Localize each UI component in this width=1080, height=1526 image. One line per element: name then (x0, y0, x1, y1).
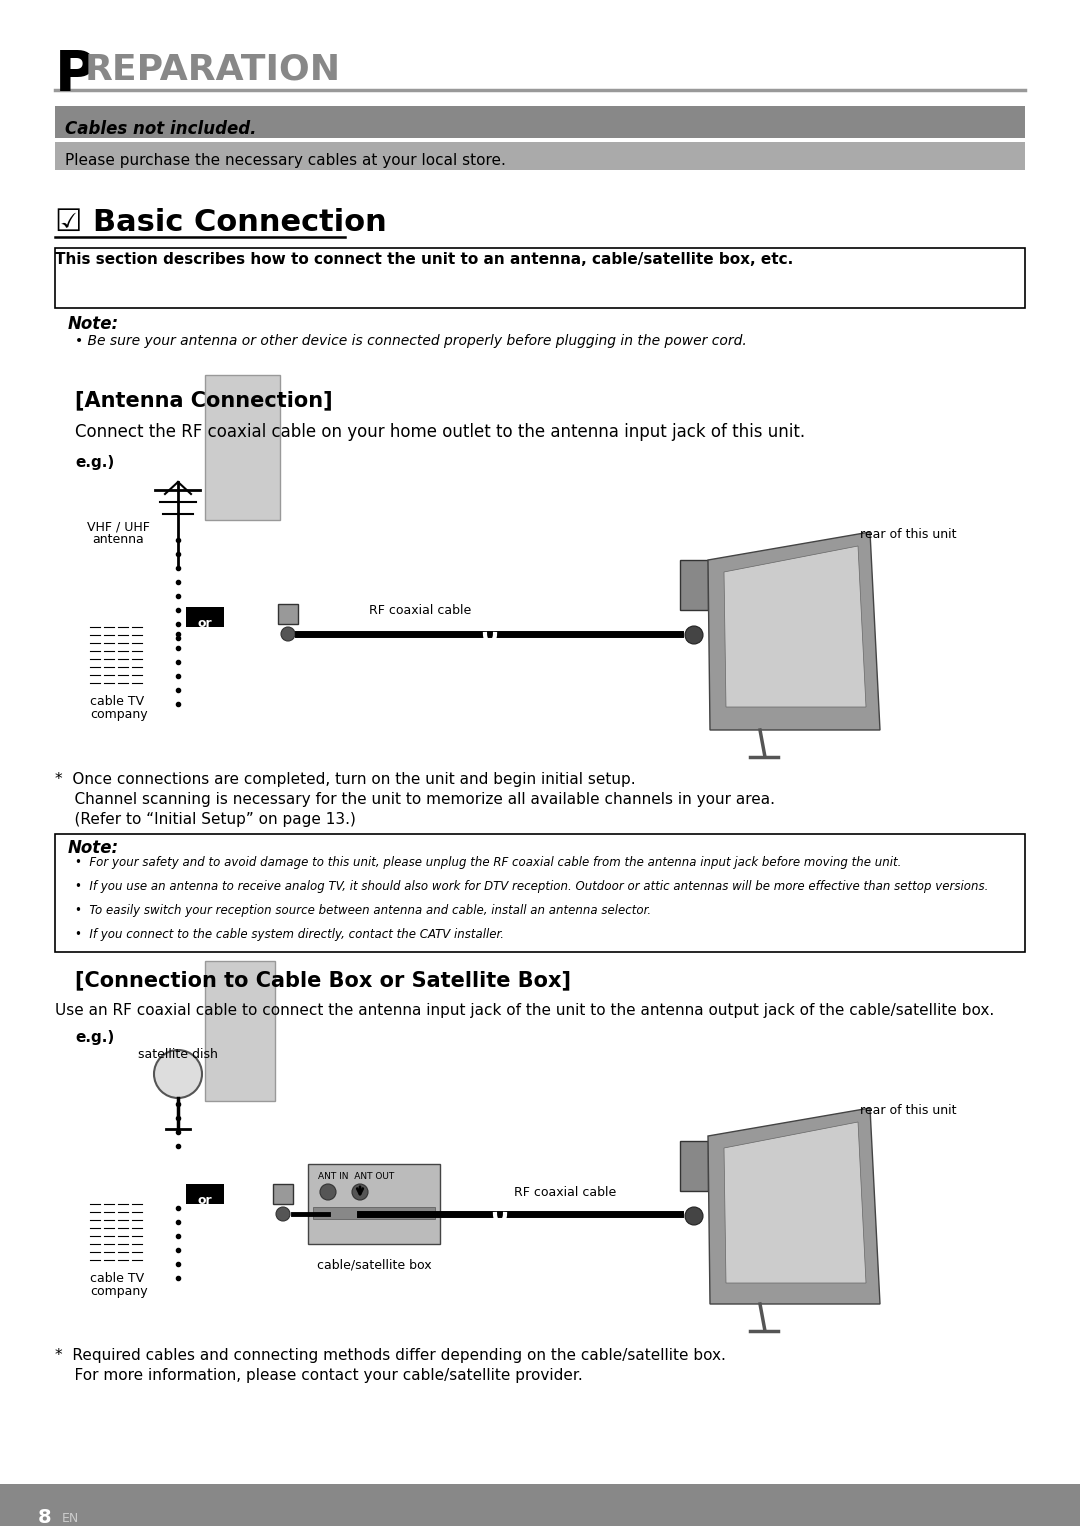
Text: (Refer to “Initial Setup” on page 13.): (Refer to “Initial Setup” on page 13.) (55, 812, 356, 827)
Bar (55, 105, 1025, 137)
Text: Note:: Note: (68, 314, 119, 333)
Circle shape (154, 1050, 202, 1099)
Bar (55, 142, 1025, 169)
Text: *  Required cables and connecting methods differ depending on the cable/satellit: * Required cables and connecting methods… (55, 1347, 726, 1363)
Bar (205, 961, 275, 1100)
Circle shape (685, 626, 703, 644)
Text: cable/satellite box: cable/satellite box (316, 1259, 431, 1273)
Bar (680, 560, 708, 610)
Text: P: P (55, 47, 96, 102)
Text: Channel scanning is necessary for the unit to memorize all available channels in: Channel scanning is necessary for the un… (55, 792, 775, 807)
Circle shape (320, 1184, 336, 1199)
Text: •  If you use an antenna to receive analog TV, it should also work for DTV recep: • If you use an antenna to receive analo… (75, 881, 988, 893)
Bar (55, 835, 1025, 952)
Text: *  Once connections are completed, turn on the unit and begin initial setup.: * Once connections are completed, turn o… (55, 772, 636, 787)
Text: cable TV: cable TV (90, 1273, 144, 1285)
Text: RF coaxial cable: RF coaxial cable (369, 604, 471, 617)
Bar (186, 607, 224, 627)
Text: rear of this unit: rear of this unit (860, 1103, 957, 1117)
Text: or: or (198, 1193, 213, 1207)
Polygon shape (708, 533, 880, 729)
Text: rear of this unit: rear of this unit (860, 528, 957, 542)
Text: antenna: antenna (92, 533, 144, 546)
Text: [Antenna Connection]: [Antenna Connection] (75, 391, 333, 410)
Circle shape (685, 1207, 703, 1225)
Bar (186, 1184, 224, 1204)
Text: For more information, please contact your cable/satellite provider.: For more information, please contact you… (55, 1367, 583, 1383)
Circle shape (352, 1184, 368, 1199)
Text: Use an RF coaxial cable to connect the antenna input jack of the unit to the ant: Use an RF coaxial cable to connect the a… (55, 1003, 995, 1018)
Text: e.g.): e.g.) (75, 455, 114, 470)
Text: company: company (90, 708, 148, 720)
Polygon shape (724, 546, 866, 707)
Bar (313, 1207, 435, 1219)
Polygon shape (708, 1108, 880, 1305)
Text: Cables not included.: Cables not included. (65, 121, 257, 137)
Text: •  To easily switch your reception source between antenna and cable, install an : • To easily switch your reception source… (75, 903, 651, 917)
Text: VHF / UHF: VHF / UHF (86, 520, 149, 533)
Text: cable TV: cable TV (90, 694, 144, 708)
Text: ☑ Basic Connection: ☑ Basic Connection (55, 208, 387, 237)
Text: e.g.): e.g.) (75, 1030, 114, 1045)
Text: or: or (198, 617, 213, 630)
Text: •  If you connect to the cable system directly, contact the CATV installer.: • If you connect to the cable system dir… (75, 928, 504, 942)
Text: 8: 8 (38, 1508, 52, 1526)
Text: ANT IN  ANT OUT: ANT IN ANT OUT (318, 1172, 394, 1181)
Bar (273, 1184, 293, 1204)
Text: This section describes how to connect the unit to an antenna, cable/satellite bo: This section describes how to connect th… (55, 252, 793, 267)
Text: [Connection to Cable Box or Satellite Box]: [Connection to Cable Box or Satellite Bo… (75, 971, 571, 990)
Text: •  For your safety and to avoid damage to this unit, please unplug the RF coaxia: • For your safety and to avoid damage to… (75, 856, 902, 868)
Circle shape (281, 627, 295, 641)
Bar (0, 1483, 1080, 1526)
Bar (55, 249, 1025, 308)
Text: Note:: Note: (68, 839, 119, 858)
Text: Please purchase the necessary cables at your local store.: Please purchase the necessary cables at … (65, 153, 505, 168)
Text: Connect the RF coaxial cable on your home outlet to the antenna input jack of th: Connect the RF coaxial cable on your hom… (75, 423, 805, 441)
Text: company: company (90, 1285, 148, 1299)
Bar (205, 375, 280, 520)
Bar (308, 1164, 440, 1244)
Text: EN: EN (62, 1512, 79, 1524)
Circle shape (276, 1207, 291, 1221)
Text: RF coaxial cable: RF coaxial cable (514, 1186, 616, 1199)
Polygon shape (724, 1122, 866, 1283)
Bar (680, 1141, 708, 1190)
Text: REPARATION: REPARATION (85, 52, 341, 85)
Bar (278, 604, 298, 624)
Text: • Be sure your antenna or other device is connected properly before plugging in : • Be sure your antenna or other device i… (75, 334, 746, 348)
Text: satellite dish: satellite dish (138, 1048, 218, 1061)
